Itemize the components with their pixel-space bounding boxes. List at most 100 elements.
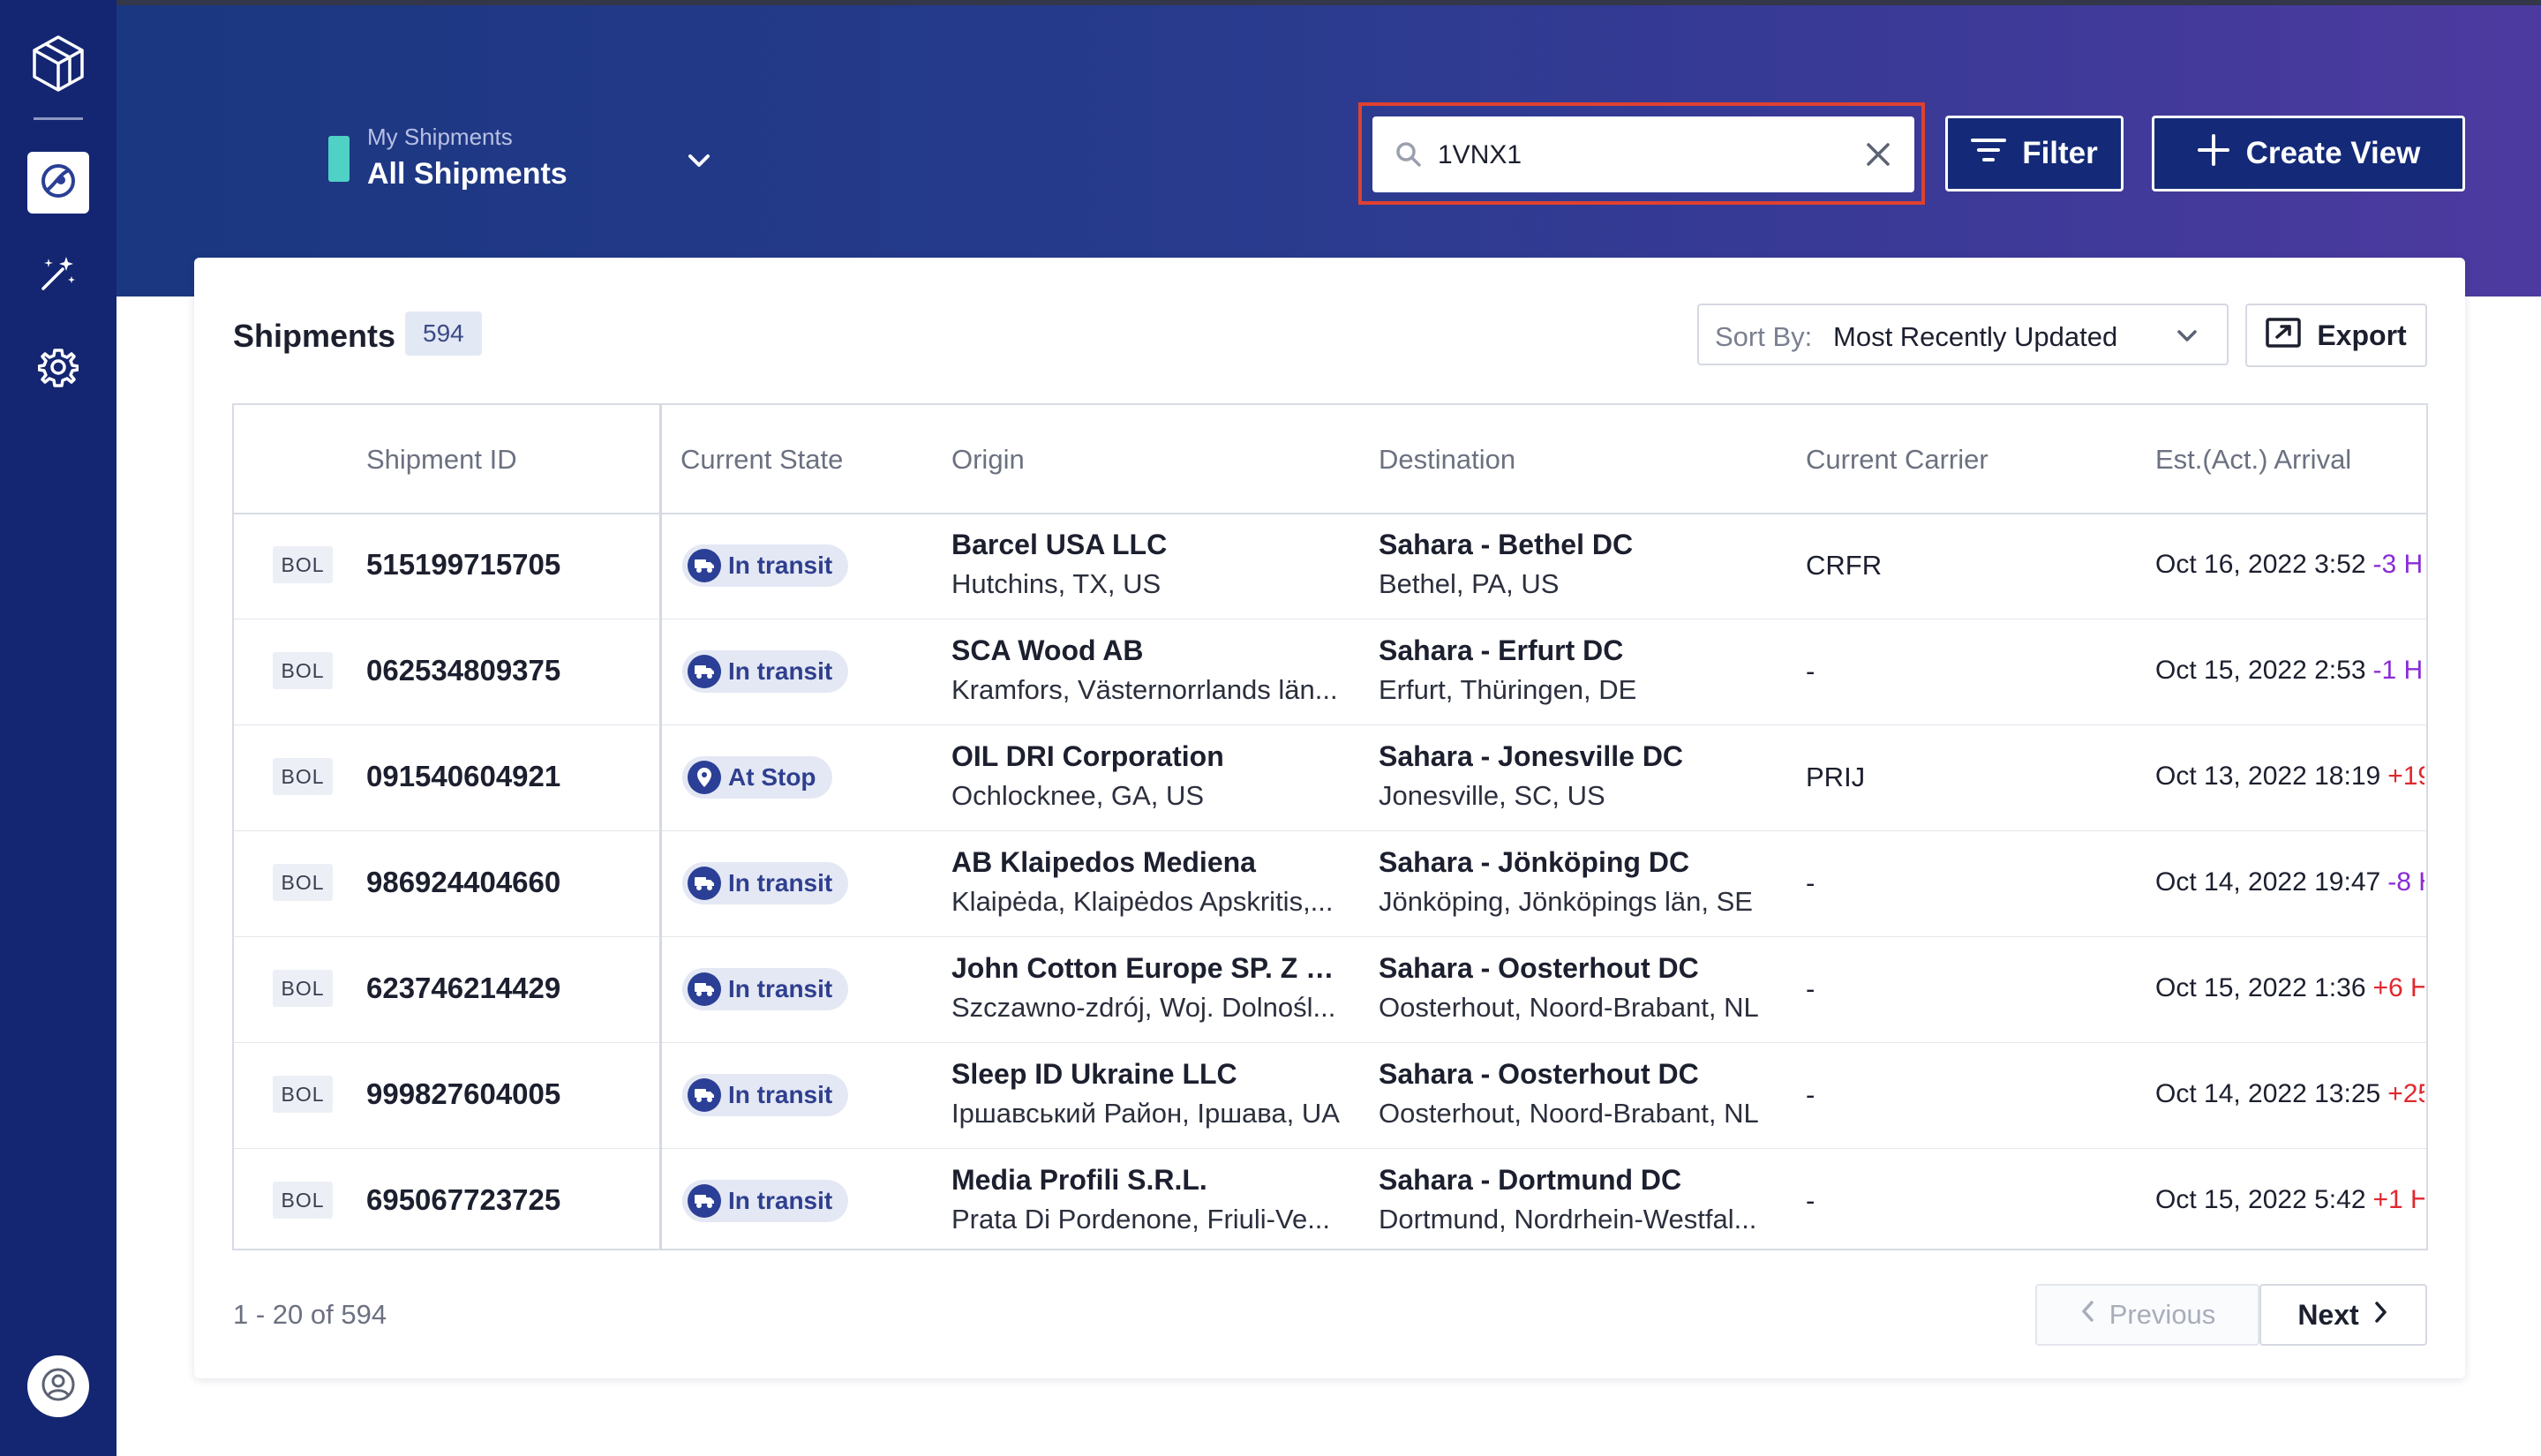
search-input[interactable] bbox=[1436, 129, 1846, 182]
origin-location: Szczawno-zdrój, Woj. Dolnośl... bbox=[951, 992, 1336, 1023]
shipment-id[interactable]: 986924404660 bbox=[366, 866, 561, 898]
previous-label: Previous bbox=[2109, 1299, 2216, 1330]
sidebar-divider bbox=[34, 117, 83, 120]
arrival-time: Oct 13, 2022 18:19+19 bbox=[2155, 762, 2424, 792]
destination-name: Sahara - Oosterhout DC bbox=[1379, 1058, 1699, 1090]
table-row[interactable]: BOL 999827604005 In transit Sleep ID Ukr… bbox=[234, 1042, 2426, 1149]
location-pin-icon bbox=[688, 761, 721, 794]
previous-page-button[interactable]: Previous bbox=[2035, 1284, 2259, 1346]
pagination-range: 1 - 20 of 594 bbox=[233, 1299, 387, 1330]
view-subtitle: My Shipments bbox=[367, 124, 513, 150]
plus-icon bbox=[2197, 133, 2246, 175]
sidebar-item-insights[interactable] bbox=[35, 252, 81, 298]
column-header-destination[interactable]: Destination bbox=[1379, 444, 1516, 475]
next-page-button[interactable]: Next bbox=[2259, 1284, 2427, 1346]
filter-icon bbox=[1971, 136, 2022, 171]
destination-location: Jönköping, Jönköpings län, SE bbox=[1379, 886, 1753, 917]
search-icon bbox=[1394, 139, 1424, 169]
close-icon[interactable] bbox=[1861, 138, 1895, 171]
chevron-right-icon bbox=[2359, 1299, 2389, 1332]
destination-name: Sahara - Erfurt DC bbox=[1379, 634, 1624, 666]
current-carrier: PRIJ bbox=[1806, 762, 1866, 792]
shipment-id[interactable]: 999827604005 bbox=[366, 1077, 561, 1110]
arrival-datetime: Oct 16, 2022 3:52 bbox=[2155, 550, 2366, 579]
arrival-delta: +25 bbox=[2387, 1079, 2424, 1108]
arrival-datetime: Oct 15, 2022 5:42 bbox=[2155, 1185, 2366, 1214]
table-row[interactable]: BOL 986924404660 In transit AB Klaipedos… bbox=[234, 830, 2426, 937]
shipment-id[interactable]: 515199715705 bbox=[366, 548, 561, 581]
arrival-datetime: Oct 15, 2022 2:53 bbox=[2155, 656, 2366, 685]
status-label: In transit bbox=[728, 1081, 833, 1108]
export-label: Export bbox=[2317, 319, 2407, 351]
shipments-title: Shipments bbox=[233, 318, 396, 354]
arrival-datetime: Oct 13, 2022 18:19 bbox=[2155, 762, 2381, 791]
truck-icon bbox=[688, 972, 721, 1006]
destination-name: Sahara - Oosterhout DC bbox=[1379, 952, 1699, 984]
sidebar bbox=[0, 0, 117, 1456]
shipment-id[interactable]: 695067723725 bbox=[366, 1183, 561, 1216]
gear-icon bbox=[37, 347, 79, 392]
status-label: In transit bbox=[728, 1187, 833, 1214]
column-header-origin[interactable]: Origin bbox=[951, 444, 1025, 475]
sidebar-item-settings[interactable] bbox=[35, 346, 81, 392]
window-top-border bbox=[0, 0, 2541, 5]
export-button[interactable]: Export bbox=[2245, 304, 2427, 367]
shipment-id[interactable]: 091540604921 bbox=[366, 760, 561, 792]
current-carrier: - bbox=[1806, 867, 1816, 898]
arrival-delta: +1 H bbox=[2372, 1185, 2424, 1214]
shipment-type-badge: BOL bbox=[273, 758, 333, 795]
arrival-datetime: Oct 14, 2022 13:25 bbox=[2155, 1079, 2381, 1108]
status-label: In transit bbox=[728, 869, 833, 897]
sidebar-item-shipments[interactable] bbox=[27, 152, 89, 214]
page-header: My Shipments All Shipments bbox=[117, 5, 2541, 296]
status-badge: In transit bbox=[682, 1180, 849, 1222]
column-header-shipment-id[interactable]: Shipment ID bbox=[366, 444, 517, 475]
table-row[interactable]: BOL 695067723725 In transit Media Profil… bbox=[234, 1148, 2426, 1254]
sort-value: Most Recently Updated bbox=[1833, 321, 2118, 352]
status-badge: At Stop bbox=[682, 756, 832, 799]
arrival-time: Oct 15, 2022 5:42 +1 H bbox=[2155, 1185, 2424, 1215]
create-view-button[interactable]: Create View bbox=[2152, 116, 2465, 191]
destination-name: Sahara - Bethel DC bbox=[1379, 529, 1634, 560]
shipment-type-badge: BOL bbox=[273, 1182, 333, 1219]
table-row[interactable]: BOL 062534809375 In transit SCA Wood AB … bbox=[234, 619, 2426, 725]
origin-location: Kramfors, Västernorrlands län... bbox=[951, 674, 1338, 705]
column-header-arrival[interactable]: Est.(Act.) Arrival bbox=[2155, 444, 2352, 475]
origin-location: Klaipėda, Klaipėdos Apskritis,... bbox=[951, 886, 1334, 917]
shipment-type-badge: BOL bbox=[273, 970, 333, 1007]
arrival-time: Oct 14, 2022 13:25+25 bbox=[2155, 1079, 2424, 1109]
shipment-type-badge: BOL bbox=[273, 652, 333, 689]
filter-label: Filter bbox=[2022, 136, 2098, 170]
column-header-current-carrier[interactable]: Current Carrier bbox=[1806, 444, 1988, 475]
status-label: In transit bbox=[728, 552, 833, 579]
status-label: At Stop bbox=[728, 763, 816, 791]
arrival-delta: +6 H bbox=[2372, 973, 2424, 1002]
truck-icon bbox=[688, 549, 721, 582]
shipment-id[interactable]: 062534809375 bbox=[366, 654, 561, 687]
sort-dropdown[interactable]: Sort By: Most Recently Updated bbox=[1697, 304, 2229, 365]
logo-cube-icon[interactable] bbox=[26, 32, 90, 95]
search-field[interactable] bbox=[1372, 116, 1914, 192]
chevron-left-icon bbox=[2079, 1299, 2109, 1331]
shipment-id[interactable]: 623746214429 bbox=[366, 972, 561, 1004]
sticky-column-divider bbox=[659, 405, 662, 1249]
origin-name: Media Profili S.R.L. bbox=[951, 1164, 1207, 1196]
table-row[interactable]: BOL 515199715705 In transit Barcel USA L… bbox=[234, 513, 2426, 619]
user-avatar[interactable] bbox=[27, 1355, 89, 1417]
chevron-down-icon[interactable] bbox=[685, 146, 713, 175]
export-icon bbox=[2266, 316, 2317, 355]
destination-location: Oosterhout, Noord-Brabant, NL bbox=[1379, 1098, 1759, 1129]
filter-button[interactable]: Filter bbox=[1945, 116, 2124, 191]
origin-name: SCA Wood AB bbox=[951, 634, 1144, 666]
status-badge: In transit bbox=[682, 544, 849, 587]
status-label: In transit bbox=[728, 657, 833, 685]
status-badge: In transit bbox=[682, 968, 849, 1010]
column-header-current-state[interactable]: Current State bbox=[680, 444, 844, 475]
view-selector[interactable]: My Shipments All Shipments bbox=[328, 120, 734, 199]
table-row[interactable]: BOL 623746214429 In transit John Cotton … bbox=[234, 936, 2426, 1043]
arrival-delta: -8 H bbox=[2387, 867, 2424, 897]
status-badge: In transit bbox=[682, 650, 849, 693]
table-row[interactable]: BOL 091540604921 At Stop OIL DRI Corpora… bbox=[234, 724, 2426, 831]
status-label: In transit bbox=[728, 975, 833, 1002]
current-carrier: - bbox=[1806, 973, 1816, 1004]
